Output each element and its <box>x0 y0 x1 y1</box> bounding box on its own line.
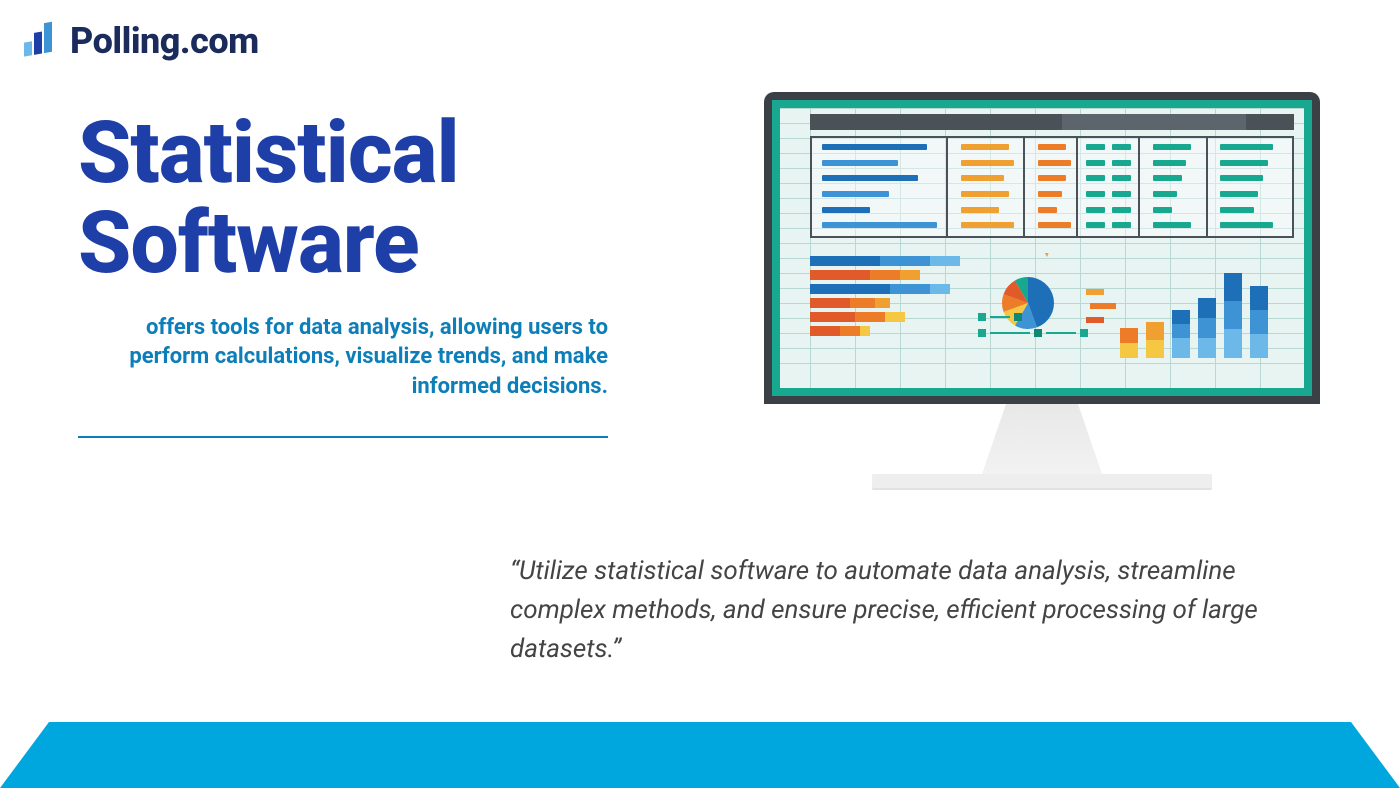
polling-logo-icon <box>22 21 58 61</box>
subtitle-text: offers tools for data analysis, allowing… <box>78 313 608 402</box>
monitor-frame <box>764 92 1320 404</box>
screen-background <box>772 100 1312 396</box>
data-table-panel <box>810 136 1294 238</box>
quote-text: “Utilize statistical software to automat… <box>510 552 1320 669</box>
scatter-markers <box>978 313 1088 345</box>
monitor-stand-neck <box>982 404 1102 474</box>
monitor-stand-base <box>872 474 1212 488</box>
brand-logo: Polling.com <box>22 20 259 62</box>
headline-block: Statistical Software offers tools for da… <box>78 108 608 438</box>
spreadsheet-toolbar <box>810 114 1294 130</box>
spreadsheet-grid <box>780 108 1304 388</box>
monitor-illustration <box>764 92 1320 488</box>
footer-trapezoid <box>0 722 1400 788</box>
title-line-2: Software <box>78 192 419 293</box>
vertical-bar-chart <box>1120 258 1290 358</box>
brand-name: Polling.com <box>70 20 259 62</box>
main-title: Statistical Software <box>78 108 608 289</box>
title-underline <box>78 436 608 438</box>
horizontal-bar-chart <box>810 256 980 340</box>
title-line-1: Statistical <box>78 102 459 203</box>
